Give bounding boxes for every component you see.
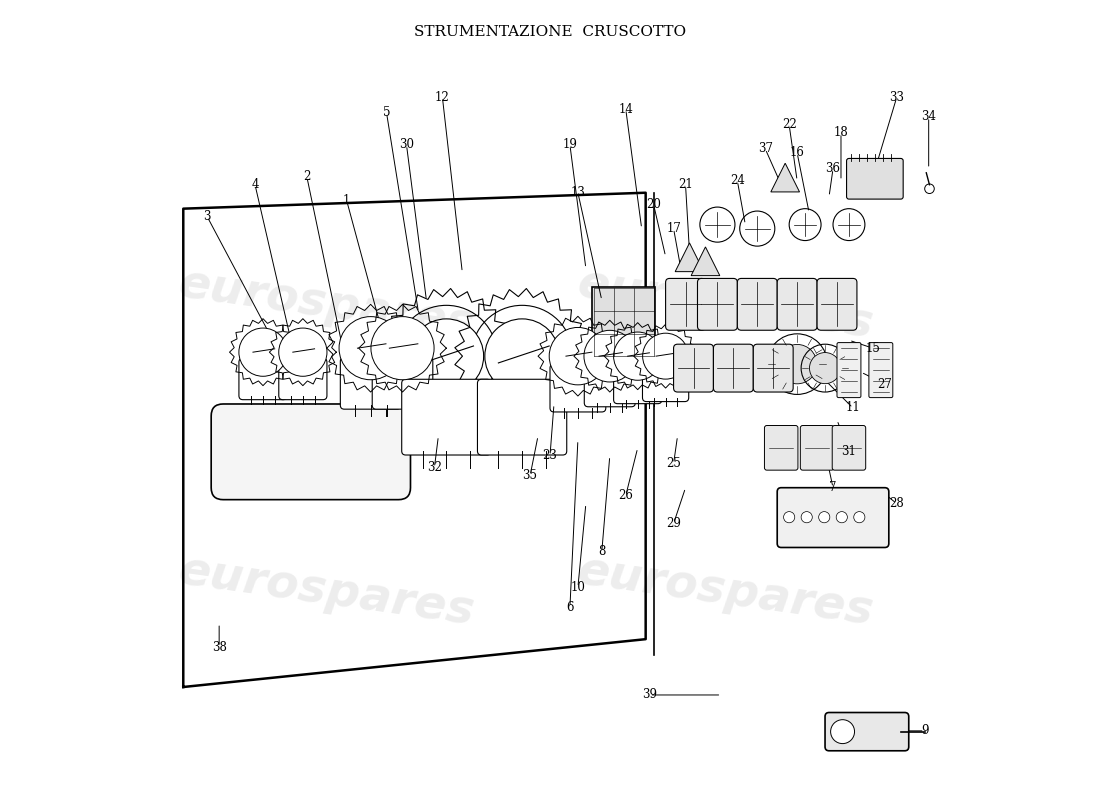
FancyBboxPatch shape	[239, 358, 287, 400]
Text: 8: 8	[598, 545, 605, 558]
Circle shape	[836, 512, 847, 522]
Circle shape	[818, 512, 829, 522]
Circle shape	[801, 512, 812, 522]
Text: 23: 23	[542, 450, 558, 462]
Text: 16: 16	[790, 146, 804, 159]
FancyBboxPatch shape	[666, 278, 705, 330]
Text: 18: 18	[834, 126, 848, 139]
FancyBboxPatch shape	[847, 158, 903, 199]
Text: eurospares: eurospares	[574, 548, 877, 634]
Text: 36: 36	[825, 162, 840, 175]
Polygon shape	[771, 163, 800, 192]
Text: 20: 20	[646, 198, 661, 211]
FancyBboxPatch shape	[778, 278, 817, 330]
FancyBboxPatch shape	[833, 426, 866, 470]
Text: 3: 3	[204, 210, 211, 223]
Text: 5: 5	[383, 106, 390, 119]
Circle shape	[810, 353, 840, 384]
Text: 7: 7	[829, 481, 837, 494]
Text: eurospares: eurospares	[574, 262, 877, 347]
FancyBboxPatch shape	[697, 278, 737, 330]
Circle shape	[642, 333, 689, 379]
FancyBboxPatch shape	[817, 278, 857, 330]
Text: 39: 39	[642, 689, 657, 702]
Circle shape	[371, 317, 435, 380]
Polygon shape	[675, 243, 704, 272]
Text: 31: 31	[842, 446, 857, 458]
Circle shape	[485, 319, 560, 394]
Text: eurospares: eurospares	[176, 548, 477, 634]
Polygon shape	[691, 247, 719, 276]
Text: 17: 17	[667, 222, 681, 235]
Circle shape	[278, 328, 327, 376]
Text: STRUMENTAZIONE  CRUSCOTTO: STRUMENTAZIONE CRUSCOTTO	[414, 26, 686, 39]
Text: 26: 26	[618, 489, 634, 502]
FancyBboxPatch shape	[278, 358, 327, 400]
Text: 38: 38	[211, 641, 227, 654]
Circle shape	[549, 327, 606, 385]
Text: 4: 4	[251, 178, 258, 191]
Text: 19: 19	[562, 138, 578, 151]
FancyBboxPatch shape	[714, 344, 754, 392]
Circle shape	[339, 317, 403, 380]
FancyBboxPatch shape	[673, 344, 714, 392]
Text: 29: 29	[667, 517, 681, 530]
FancyBboxPatch shape	[837, 342, 861, 398]
FancyBboxPatch shape	[614, 362, 662, 404]
Text: 2: 2	[304, 170, 310, 183]
Text: 24: 24	[730, 174, 745, 187]
Text: 10: 10	[571, 581, 585, 594]
Circle shape	[409, 319, 484, 394]
FancyBboxPatch shape	[801, 426, 834, 470]
Circle shape	[778, 345, 817, 384]
FancyBboxPatch shape	[642, 362, 689, 402]
Text: 12: 12	[434, 90, 450, 103]
Text: 33: 33	[889, 90, 904, 103]
Circle shape	[783, 512, 794, 522]
Text: 11: 11	[846, 402, 860, 414]
FancyBboxPatch shape	[592, 286, 656, 362]
FancyBboxPatch shape	[477, 379, 566, 455]
FancyBboxPatch shape	[778, 488, 889, 547]
Text: eurospares: eurospares	[176, 262, 477, 347]
Circle shape	[584, 330, 636, 382]
Text: 27: 27	[878, 378, 892, 390]
FancyBboxPatch shape	[754, 344, 793, 392]
Text: 37: 37	[758, 142, 772, 155]
Text: 30: 30	[399, 138, 414, 151]
FancyBboxPatch shape	[584, 363, 636, 406]
Text: 13: 13	[571, 186, 585, 199]
Text: 32: 32	[427, 462, 442, 474]
FancyBboxPatch shape	[869, 342, 893, 398]
Circle shape	[830, 720, 855, 744]
FancyBboxPatch shape	[550, 364, 606, 412]
Text: 28: 28	[890, 497, 904, 510]
Text: 14: 14	[618, 102, 634, 115]
Circle shape	[239, 328, 287, 376]
Text: 34: 34	[921, 110, 936, 123]
Text: 21: 21	[679, 178, 693, 191]
Text: 22: 22	[782, 118, 796, 131]
FancyBboxPatch shape	[402, 379, 491, 455]
Text: 15: 15	[866, 342, 880, 354]
FancyBboxPatch shape	[737, 278, 778, 330]
FancyBboxPatch shape	[825, 713, 909, 750]
FancyBboxPatch shape	[340, 358, 400, 409]
Text: 9: 9	[921, 724, 928, 738]
Text: 6: 6	[566, 601, 574, 614]
Text: 1: 1	[343, 194, 351, 207]
Circle shape	[854, 512, 865, 522]
FancyBboxPatch shape	[764, 426, 798, 470]
Text: 35: 35	[522, 470, 538, 482]
FancyBboxPatch shape	[211, 404, 410, 500]
Text: 25: 25	[667, 458, 681, 470]
FancyBboxPatch shape	[372, 358, 432, 409]
Circle shape	[614, 332, 662, 380]
